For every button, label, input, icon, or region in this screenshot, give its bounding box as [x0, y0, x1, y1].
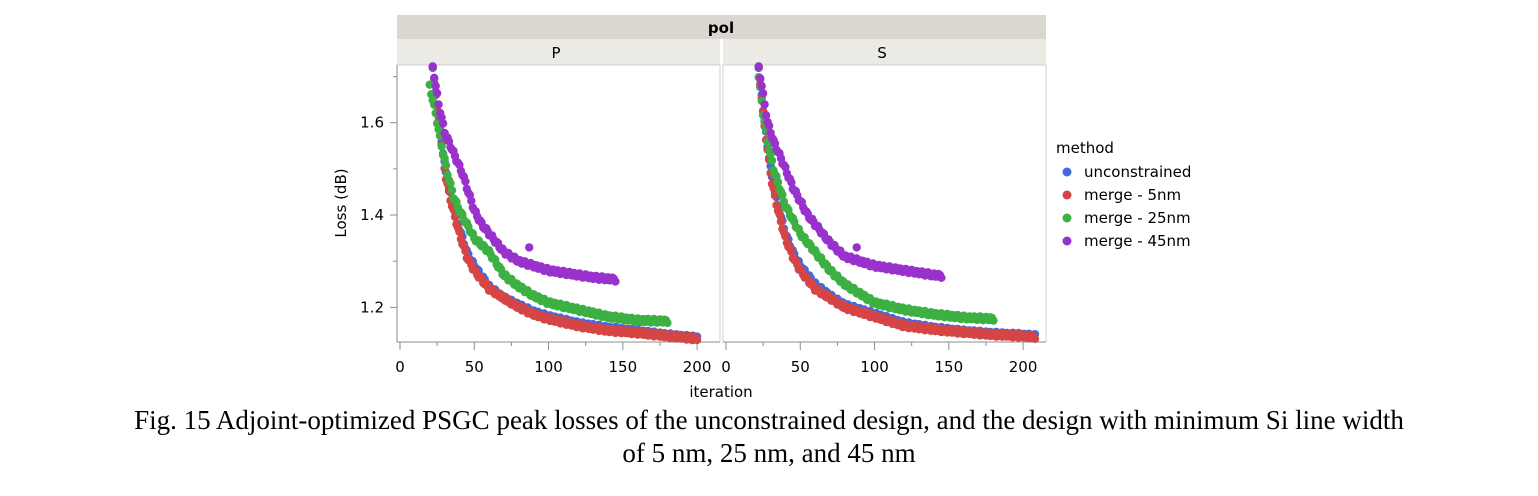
panel-label-bg-s — [723, 39, 1046, 65]
data-point — [446, 179, 455, 188]
data-point — [611, 277, 620, 286]
figure: pol P S 1.2 1.4 1.6 0 50 100 150 200 0 50 100 150 20… — [332, 15, 1191, 400]
legend-marker — [1062, 213, 1072, 223]
data-point — [432, 89, 442, 98]
figure-caption: Fig. 15 Adjoint-optimized PSGC peak loss… — [0, 404, 1538, 470]
facet-header: pol — [708, 19, 734, 37]
legend-marker — [1062, 167, 1072, 177]
data-point — [776, 217, 786, 226]
panel-label-p: P — [551, 44, 560, 62]
data-point — [775, 209, 784, 219]
data-point — [757, 81, 766, 91]
data-point — [781, 162, 790, 172]
data-point — [447, 186, 457, 195]
x-tick-label: 0 — [721, 358, 731, 376]
data-point — [431, 81, 440, 91]
data-point — [461, 246, 470, 256]
data-point — [770, 191, 780, 200]
x-tick-label: 150 — [608, 358, 637, 376]
caption-line-1: Fig. 15 Adjoint-optimized PSGC peak loss… — [134, 405, 1404, 435]
y-tick-label: 1.6 — [360, 114, 384, 132]
data-point — [760, 100, 769, 109]
x-tick-label: 200 — [1009, 358, 1038, 376]
legend-entry: unconstrained — [1084, 163, 1191, 181]
data-point — [787, 247, 796, 256]
data-point — [434, 100, 443, 109]
x-tick-label: 50 — [465, 358, 484, 376]
legend-title: method — [1056, 139, 1114, 157]
data-point — [455, 227, 464, 236]
legend-entry: merge - 25nm — [1084, 209, 1191, 227]
data-point — [766, 149, 775, 159]
legend-marker — [1062, 190, 1072, 200]
x-tick-label: 100 — [860, 358, 889, 376]
x-tick-label: 0 — [395, 358, 405, 376]
data-point — [467, 196, 476, 205]
x-tick-label: 200 — [683, 358, 712, 376]
x-tick-label: 50 — [791, 358, 810, 376]
data-point — [438, 119, 448, 128]
data-point-outlier — [852, 243, 861, 252]
data-point — [441, 161, 451, 170]
y-axis-label: Loss (dB) — [332, 168, 350, 237]
data-point — [764, 121, 774, 130]
data-point-outlier — [525, 243, 534, 252]
data-point — [440, 154, 449, 163]
panel-label-bg-p — [397, 39, 720, 65]
data-point — [437, 142, 446, 151]
legend-marker — [1062, 236, 1072, 246]
data-point — [692, 335, 702, 345]
data-point — [761, 111, 771, 120]
data-point — [767, 156, 777, 165]
data-point — [1030, 334, 1040, 343]
y-tick-label: 1.2 — [360, 298, 384, 316]
data-point — [461, 177, 470, 186]
data-point — [989, 316, 998, 325]
x-tick-label: 100 — [534, 358, 563, 376]
panel-label-s: S — [877, 44, 887, 62]
x-axis-label: iteration — [689, 383, 752, 400]
data-point — [781, 232, 790, 241]
x-tick-label: 150 — [934, 358, 963, 376]
data-point — [754, 62, 763, 71]
data-point — [758, 89, 768, 98]
data-point — [773, 178, 783, 187]
data-point — [756, 74, 765, 83]
facet-header-bg — [397, 15, 1046, 39]
y-tick-label: 1.4 — [360, 206, 384, 224]
legend-entry: merge - 45nm — [1084, 232, 1191, 250]
data-point — [428, 62, 437, 71]
data-point — [937, 273, 946, 282]
caption-line-2: of 5 nm, 25 nm, and 45 nm — [622, 438, 916, 468]
data-point — [778, 190, 787, 199]
data-point — [663, 318, 672, 328]
legend-entry: merge - 5nm — [1084, 186, 1181, 204]
data-point — [430, 74, 439, 83]
data-point — [787, 178, 796, 187]
